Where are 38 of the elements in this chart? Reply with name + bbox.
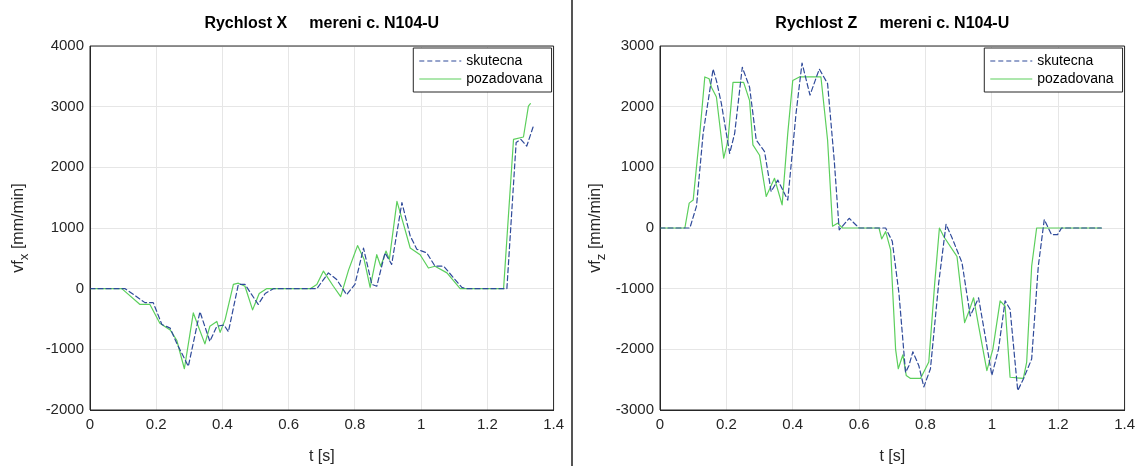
y-tick-label: -2000 — [615, 339, 654, 357]
x-tick-label: 0.4 — [782, 415, 804, 433]
chart-title: Rychlost Z mereni c. N104-U — [775, 14, 1010, 32]
legend-label: skutecna — [466, 51, 523, 68]
x-tick-label: 0.6 — [848, 415, 870, 433]
x-tick-label: 0.6 — [278, 415, 300, 433]
y-tick-label: 1000 — [50, 218, 84, 236]
legend-label: pozadovana — [1037, 69, 1114, 86]
y-tick-label: -2000 — [45, 400, 84, 418]
y-tick-label: -1000 — [45, 339, 84, 357]
x-tick-label: 1.2 — [476, 415, 498, 433]
x-tick-label: 1.2 — [1047, 415, 1069, 433]
legend-label: skutecna — [1037, 51, 1094, 68]
x-tick-label: 1 — [416, 415, 426, 433]
x-tick-label: 0 — [655, 415, 665, 433]
x-tick-label: 0.2 — [715, 415, 737, 433]
y-tick-label: 2000 — [50, 157, 84, 175]
y-tick-label: 4000 — [50, 36, 84, 54]
y-tick-label: 3000 — [620, 36, 654, 54]
x-tick-label: 0.8 — [915, 415, 936, 433]
chart-title: Rychlost X mereni c. N104-U — [204, 14, 440, 32]
x-tick-label: 1.4 — [1114, 415, 1135, 433]
x-tick-label: 0 — [85, 415, 95, 433]
x-tick-label: 1 — [987, 415, 997, 433]
x-tick-label: 0.8 — [344, 415, 366, 433]
x-tick-label: 0.4 — [212, 415, 233, 433]
y-tick-label: 2000 — [620, 96, 654, 114]
y-tick-label: 0 — [645, 218, 654, 236]
y-tick-label: 0 — [75, 278, 84, 296]
y-tick-label: -3000 — [615, 400, 654, 418]
x-axis-title: t [s] — [308, 446, 335, 464]
y-tick-label: -1000 — [615, 278, 654, 296]
x-tick-label: 1.4 — [543, 415, 564, 433]
x-axis-title: t [s] — [879, 446, 906, 464]
x-tick-label: 0.2 — [145, 415, 167, 433]
y-tick-label: 1000 — [620, 157, 654, 175]
legend-label: pozadovana — [466, 69, 543, 86]
y-tick-label: 3000 — [50, 96, 84, 114]
